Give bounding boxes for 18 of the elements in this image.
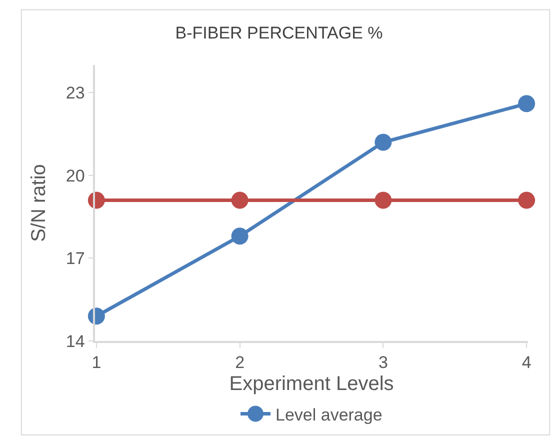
point	[374, 192, 392, 209]
y-axis-title: S/N ratio	[28, 164, 50, 242]
point	[518, 192, 536, 209]
x-tick-label: 4	[522, 353, 532, 372]
y-tick-label: 17	[66, 249, 85, 268]
chart-title: B-FIBER PERCENTAGE %	[175, 24, 383, 43]
legend-label: Level average	[276, 405, 382, 424]
x-tick-label: 3	[378, 353, 388, 372]
point	[231, 192, 248, 209]
x-tick-label: 2	[235, 353, 245, 372]
point	[518, 95, 536, 112]
y-tick-label: 20	[66, 166, 85, 186]
x-axis-title: Experiment Levels	[229, 373, 394, 396]
y-tick-label: 14	[66, 332, 85, 351]
y-tick-label: 23	[66, 84, 85, 103]
point	[231, 228, 248, 245]
point	[374, 134, 392, 151]
x-tick-label: 1	[92, 353, 102, 372]
